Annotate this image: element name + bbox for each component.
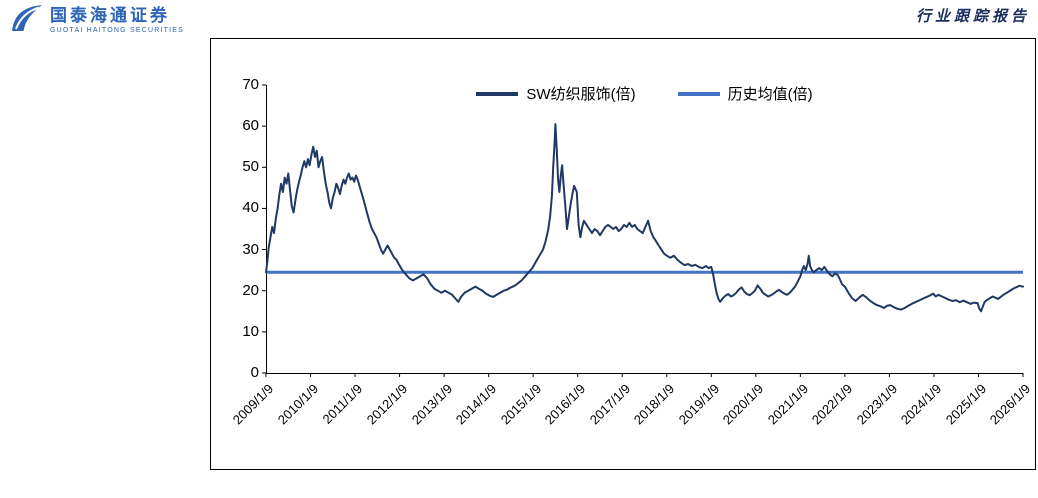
chart-legend: SW纺织服饰(倍) 历史均值(倍) [266,83,1023,104]
legend-label-average: 历史均值(倍) [727,86,813,103]
y-tick-label: 50 [242,158,259,176]
brand-name-cn: 国泰海通证券 [50,5,170,25]
y-tick-label: 30 [242,240,259,258]
plot-area [262,84,1024,377]
y-tick-label: 40 [242,199,259,217]
legend-swatch-average [677,91,720,96]
logo-icon [10,3,44,38]
y-tick-label: 60 [242,117,259,135]
y-tick-label: 10 [242,322,259,340]
y-tick-label: 20 [242,281,259,299]
y-tick-label: 0 [250,364,259,381]
legend-item-series: SW纺织服饰(倍) [476,83,636,104]
brand-logo: 国泰海通证券 GUOTAI HAITONG SECURITIES [10,3,184,38]
chart-figure: SW纺织服饰(倍) 历史均值(倍) 0 10 20 30 40 50 60 70 2009/1/… [210,38,1036,470]
legend-item-average: 历史均值(倍) [677,83,813,104]
legend-label-series: SW纺织服饰(倍) [526,86,636,103]
legend-swatch-series [476,91,519,96]
pe-series-line [265,123,1024,313]
report-type-title: 行业跟踪报告 [915,7,1030,25]
y-tick-label: 70 [242,76,259,93]
brand-name-en: GUOTAI HAITONG SECURITIES [50,26,184,34]
